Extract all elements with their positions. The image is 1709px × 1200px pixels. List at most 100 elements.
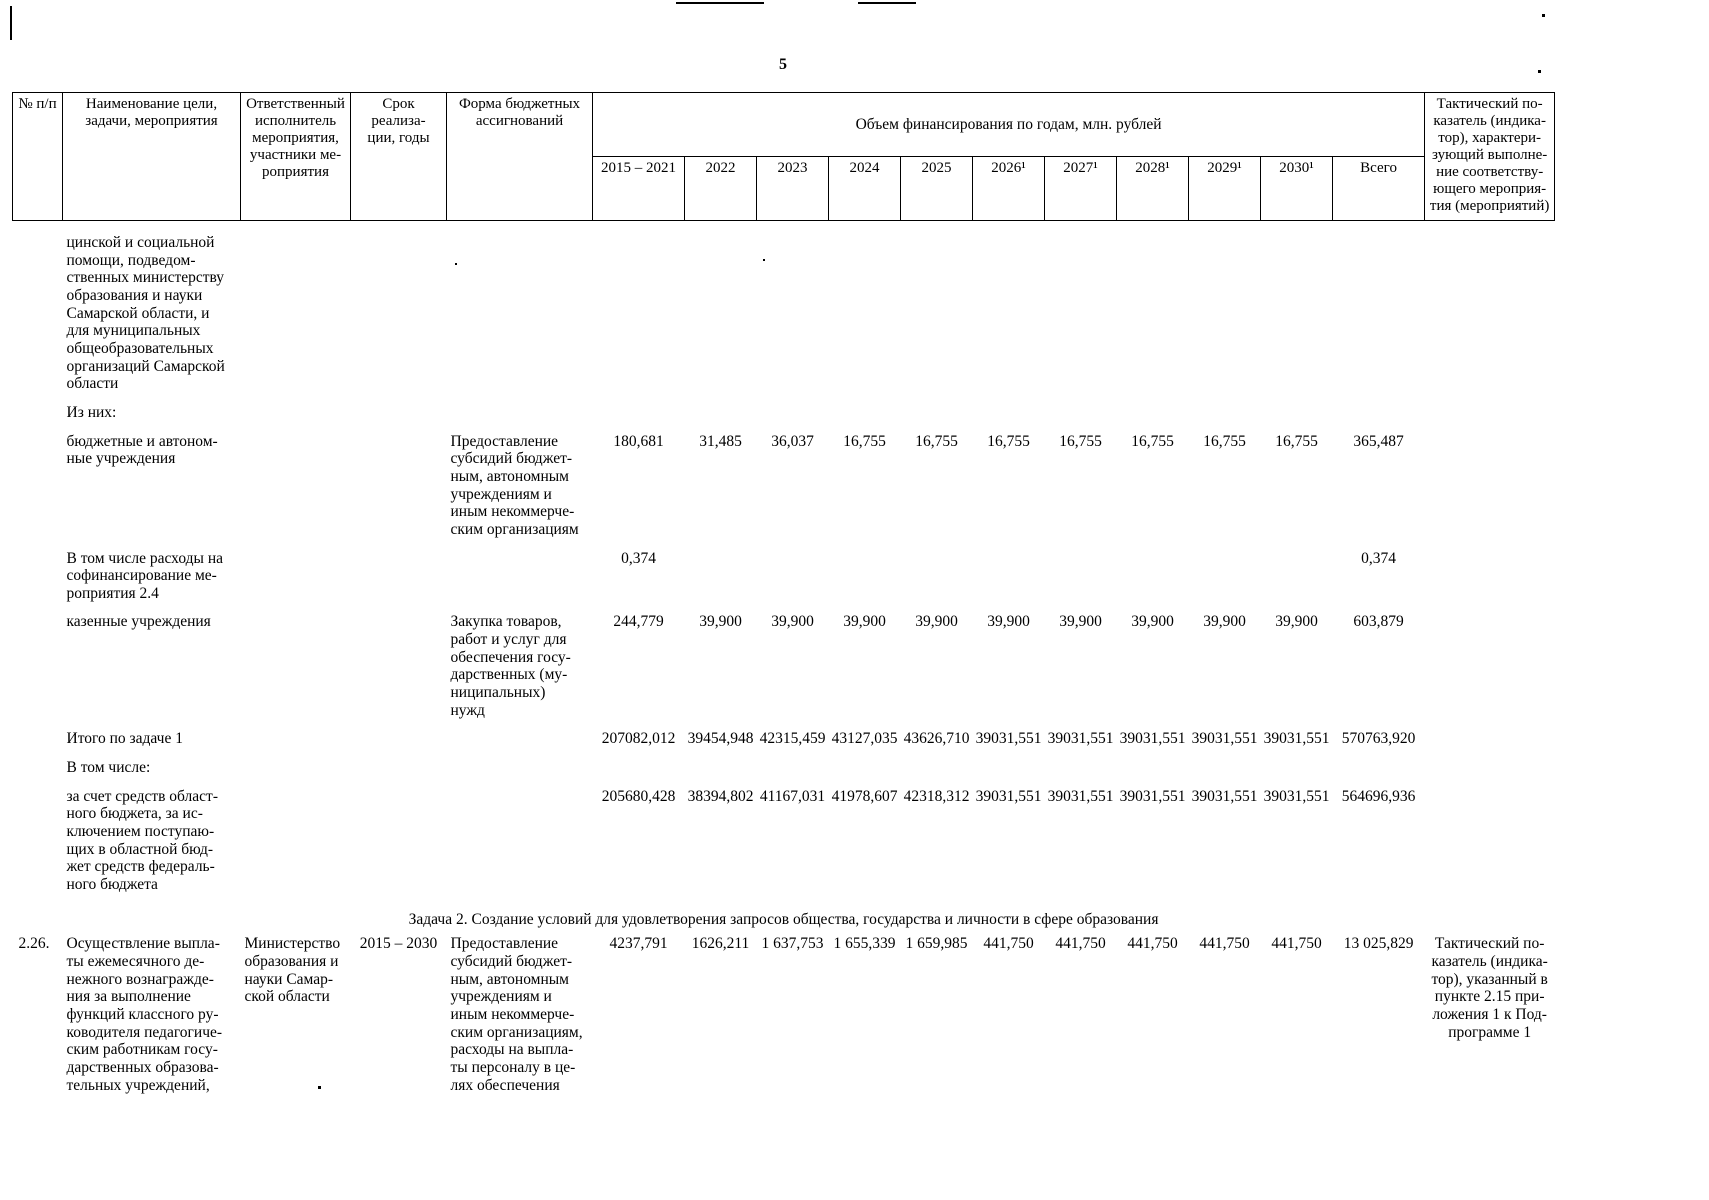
year-column-header: 2023	[756, 156, 829, 221]
financing-value-cell: 39031,551	[1263, 730, 1330, 748]
executor-cell	[241, 611, 351, 728]
financing-value-cell: 39031,551	[975, 730, 1042, 748]
table-row: Итого по задаче 1 207082,012 39454,948 4231…	[13, 728, 1555, 757]
measure-name-cell: Из них:	[66, 403, 117, 421]
financing-value-cell: 39031,551	[975, 787, 1042, 805]
row-number-cell	[13, 221, 63, 402]
year-header-row: 2015 – 2021 2022 2023 2024 2025 2026¹ 2027¹ 202…	[13, 156, 1555, 221]
financing-value-cell: 1626,211	[691, 935, 750, 953]
financing-value-cell: 43127,035	[831, 730, 898, 748]
financing-value-cell: 41167,031	[759, 787, 826, 805]
financing-value-cell: 16,755	[843, 432, 886, 450]
row-number-cell: 2.26.	[18, 935, 50, 953]
header-col-num: № п/п	[12, 92, 63, 221]
financing-value-cell: 41978,607	[831, 787, 898, 805]
financing-value-cell: 603,879	[1353, 613, 1404, 631]
executor-cell	[241, 221, 351, 402]
budget-financing-table: № п/п Наименование цели, задачи, меропри…	[12, 92, 1556, 1104]
scan-artifact	[763, 259, 765, 261]
table-row: 2.26. Осуществление выпла- ты ежемесячног…	[13, 933, 1555, 1103]
year-column-header: 2025	[900, 156, 973, 221]
financing-value-cell	[593, 402, 685, 431]
term-cell	[351, 402, 447, 431]
term-cell	[351, 221, 447, 402]
table-row: за счет средств област- ного бюджета, за…	[13, 786, 1555, 903]
measure-name-cell: Осуществление выпла- ты ежемесячного де-…	[66, 935, 223, 1094]
financing-value-cell	[757, 548, 829, 612]
financing-value-cell: 39,900	[699, 613, 742, 631]
financing-value-cell: 0,374	[1361, 549, 1396, 567]
financing-value-cell: 365,487	[1353, 432, 1404, 450]
budget-form-cell	[447, 221, 593, 402]
financing-value-cell: 441,750	[1199, 935, 1250, 953]
term-cell	[351, 431, 447, 548]
year-column-header: 2015 – 2021	[592, 156, 685, 221]
section-row: Задача 2. Создание условий для удовлетво…	[13, 903, 1555, 934]
executor-cell	[241, 431, 351, 548]
scan-artifact	[10, 6, 12, 40]
page-number: 5	[779, 56, 787, 73]
financing-value-cell: 16,755	[1131, 432, 1174, 450]
measure-name-cell: Итого по задаче 1	[66, 730, 183, 748]
financing-value-cell: 441,750	[1271, 935, 1322, 953]
scan-artifact	[455, 263, 457, 265]
financing-value-cell	[1189, 757, 1261, 786]
financing-value-cell: 1 659,985	[905, 935, 968, 953]
executor-cell	[241, 402, 351, 431]
financing-value-cell	[829, 757, 901, 786]
table-row: бюджетные и автоном- ные учреждения Предо…	[13, 431, 1555, 548]
tactical-indicator-cell	[1425, 402, 1555, 431]
financing-value-cell	[973, 757, 1045, 786]
financing-value-cell: 16,755	[915, 432, 958, 450]
measure-name-cell: за счет средств област- ного бюджета, за…	[66, 787, 219, 893]
financing-value-cell	[1261, 221, 1333, 402]
year-column-header: 2028¹	[1116, 156, 1189, 221]
financing-value-cell	[685, 221, 757, 402]
financing-value-cell	[1189, 221, 1261, 402]
scan-artifact	[1538, 70, 1541, 73]
financing-value-cell	[593, 221, 685, 402]
financing-value-cell: 36,037	[771, 432, 814, 450]
table-row: Из них:	[13, 402, 1555, 431]
tactical-indicator-cell	[1425, 221, 1555, 402]
year-column-header: 2024	[828, 156, 901, 221]
financing-value-cell: 39,900	[1275, 613, 1318, 631]
row-number-cell	[13, 548, 63, 612]
year-column-header: 2026¹	[972, 156, 1045, 221]
financing-value-cell	[1117, 548, 1189, 612]
term-cell	[351, 548, 447, 612]
financing-value-cell: 42318,312	[903, 787, 970, 805]
financing-value-cell	[1261, 548, 1333, 612]
financing-value-cell: 39031,551	[1119, 730, 1186, 748]
financing-value-cell	[1045, 757, 1117, 786]
scan-artifact	[318, 1086, 321, 1089]
row-number-cell	[13, 402, 63, 431]
header-col-name: Наименование цели, задачи, мероприятия	[62, 92, 241, 221]
financing-value-cell	[829, 221, 901, 402]
row-number-cell	[13, 757, 63, 786]
header-col-tactical: Тактический по- казатель (индика- тор), …	[1424, 92, 1556, 221]
financing-value-cell: 39031,551	[1191, 787, 1258, 805]
financing-value-cell	[901, 221, 973, 402]
financing-value-cell	[1117, 757, 1189, 786]
financing-value-cell	[901, 548, 973, 612]
financing-value-cell: 441,750	[983, 935, 1034, 953]
financing-value-cell: 39,900	[915, 613, 958, 631]
financing-value-cell: 180,681	[613, 432, 664, 450]
financing-value-cell: 441,750	[1055, 935, 1106, 953]
year-column-header: 2027¹	[1044, 156, 1117, 221]
budget-form-cell	[447, 757, 593, 786]
budget-form-cell	[447, 402, 593, 431]
financing-value-cell: 244,779	[613, 613, 664, 631]
header-col-form: Форма бюджетных ассигнований	[446, 92, 593, 221]
financing-value-cell	[1189, 548, 1261, 612]
header-col-executor: Ответственный исполнитель мероприятия, у…	[240, 92, 351, 221]
financing-value-cell: 16,755	[1275, 432, 1318, 450]
year-column-header: Всего	[1331, 156, 1426, 221]
financing-value-cell: 13 025,829	[1343, 935, 1414, 953]
financing-value-cell: 1 655,339	[833, 935, 896, 953]
table-body: цинской и социальной помощи, подведом- с…	[13, 221, 1555, 1104]
financing-value-cell	[1261, 757, 1333, 786]
financing-value-cell	[1117, 221, 1189, 402]
